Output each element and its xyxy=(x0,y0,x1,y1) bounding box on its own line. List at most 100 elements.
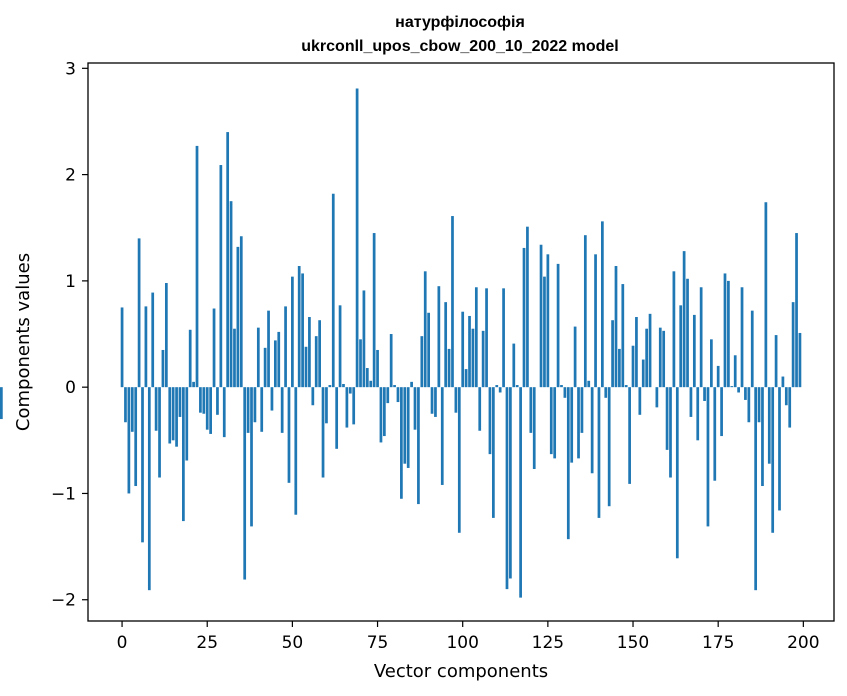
y-tick-label: −2 xyxy=(51,591,76,611)
bar-116 xyxy=(515,385,519,388)
bar-77 xyxy=(382,387,386,437)
bar-42 xyxy=(263,347,267,388)
x-axis-label: Vector components xyxy=(374,661,548,682)
bar-100 xyxy=(461,311,465,388)
bar-161 xyxy=(669,387,672,478)
bar-172 xyxy=(706,387,710,527)
bar-83 xyxy=(403,387,407,464)
bar-169 xyxy=(696,387,700,441)
bar-56 xyxy=(311,387,315,406)
bar-194 xyxy=(781,376,785,388)
bar-192 xyxy=(774,335,778,388)
bar-12 xyxy=(161,349,165,388)
y-tick-label: 1 xyxy=(65,272,76,292)
bar-193 xyxy=(778,387,781,511)
bar-62 xyxy=(331,193,335,388)
bar-27 xyxy=(212,308,216,388)
bar-160 xyxy=(665,387,669,450)
bar-28 xyxy=(216,387,219,415)
bar-139 xyxy=(594,254,597,388)
bar-174 xyxy=(713,387,717,481)
bar-25 xyxy=(205,387,209,430)
bar-76 xyxy=(379,387,383,443)
chart-title: натурфілософія xyxy=(395,14,525,31)
bar-119 xyxy=(526,226,529,388)
x-tick-label: 100 xyxy=(446,633,478,653)
bar-171 xyxy=(703,387,706,401)
bar-30 xyxy=(222,387,226,438)
bar-157 xyxy=(655,387,659,408)
y-axis-label: Components values xyxy=(13,253,34,431)
bar-101 xyxy=(464,369,468,388)
bar-47 xyxy=(280,387,284,433)
bar-97 xyxy=(451,216,454,388)
bar-142 xyxy=(604,387,608,398)
bar-63 xyxy=(335,387,339,449)
bar-73 xyxy=(369,380,373,388)
bar-114 xyxy=(509,387,512,579)
bar-185 xyxy=(750,310,754,388)
bar-68 xyxy=(352,387,356,425)
bar-11 xyxy=(158,387,161,478)
bar-4 xyxy=(134,387,138,487)
bar-189 xyxy=(764,202,768,388)
x-tick-label: 0 xyxy=(117,633,128,653)
bar-80 xyxy=(393,385,396,388)
bar-133 xyxy=(573,326,577,388)
bar-71 xyxy=(362,290,366,388)
bar-166 xyxy=(686,278,689,388)
bar-158 xyxy=(658,327,662,388)
bar-141 xyxy=(601,221,604,388)
bar-31 xyxy=(226,132,230,388)
bar-162 xyxy=(672,271,676,388)
bar-115 xyxy=(512,343,516,388)
bar-67 xyxy=(348,387,352,394)
bar-102 xyxy=(468,315,471,388)
bar-21 xyxy=(192,381,195,388)
bar-44 xyxy=(270,387,274,411)
bar-195 xyxy=(784,387,788,406)
bar-9 xyxy=(151,292,155,388)
y-tick-label: 3 xyxy=(65,59,76,79)
bar-49 xyxy=(287,387,291,483)
bar-152 xyxy=(638,387,642,415)
bar-89 xyxy=(423,271,427,388)
bar-196 xyxy=(788,387,792,428)
x-tick-label: 25 xyxy=(196,633,218,653)
bar-135 xyxy=(580,387,584,433)
plot-frame xyxy=(87,62,835,622)
bar-undefined xyxy=(0,387,3,420)
y-tick-label: 0 xyxy=(65,378,76,398)
bar-123 xyxy=(539,244,543,388)
bar-8 xyxy=(147,387,151,591)
bar-23 xyxy=(199,387,202,413)
bar-series xyxy=(0,88,802,598)
bar-15 xyxy=(171,387,175,441)
bar-40 xyxy=(256,327,260,388)
bar-155 xyxy=(648,313,652,388)
bar-112 xyxy=(502,288,505,388)
bar-107 xyxy=(485,288,488,388)
bar-130 xyxy=(563,387,567,398)
bar-179 xyxy=(730,386,734,388)
bar-197 xyxy=(791,302,795,388)
bar-99 xyxy=(457,387,461,533)
bar-137 xyxy=(587,380,591,388)
bar-20 xyxy=(188,329,192,388)
x-tick-label: 125 xyxy=(532,633,564,653)
bar-187 xyxy=(757,387,761,423)
x-tick-label: 75 xyxy=(367,633,389,653)
bar-159 xyxy=(662,330,666,388)
bar-140 xyxy=(597,387,601,518)
bar-7 xyxy=(144,306,148,388)
bar-167 xyxy=(689,387,693,417)
bar-66 xyxy=(345,387,349,428)
bar-24 xyxy=(202,387,206,414)
bar-65 xyxy=(342,383,345,388)
bar-34 xyxy=(236,246,240,388)
bar-58 xyxy=(318,320,321,388)
bar-190 xyxy=(767,387,771,464)
bar-128 xyxy=(556,263,560,388)
bar-16 xyxy=(175,387,178,447)
